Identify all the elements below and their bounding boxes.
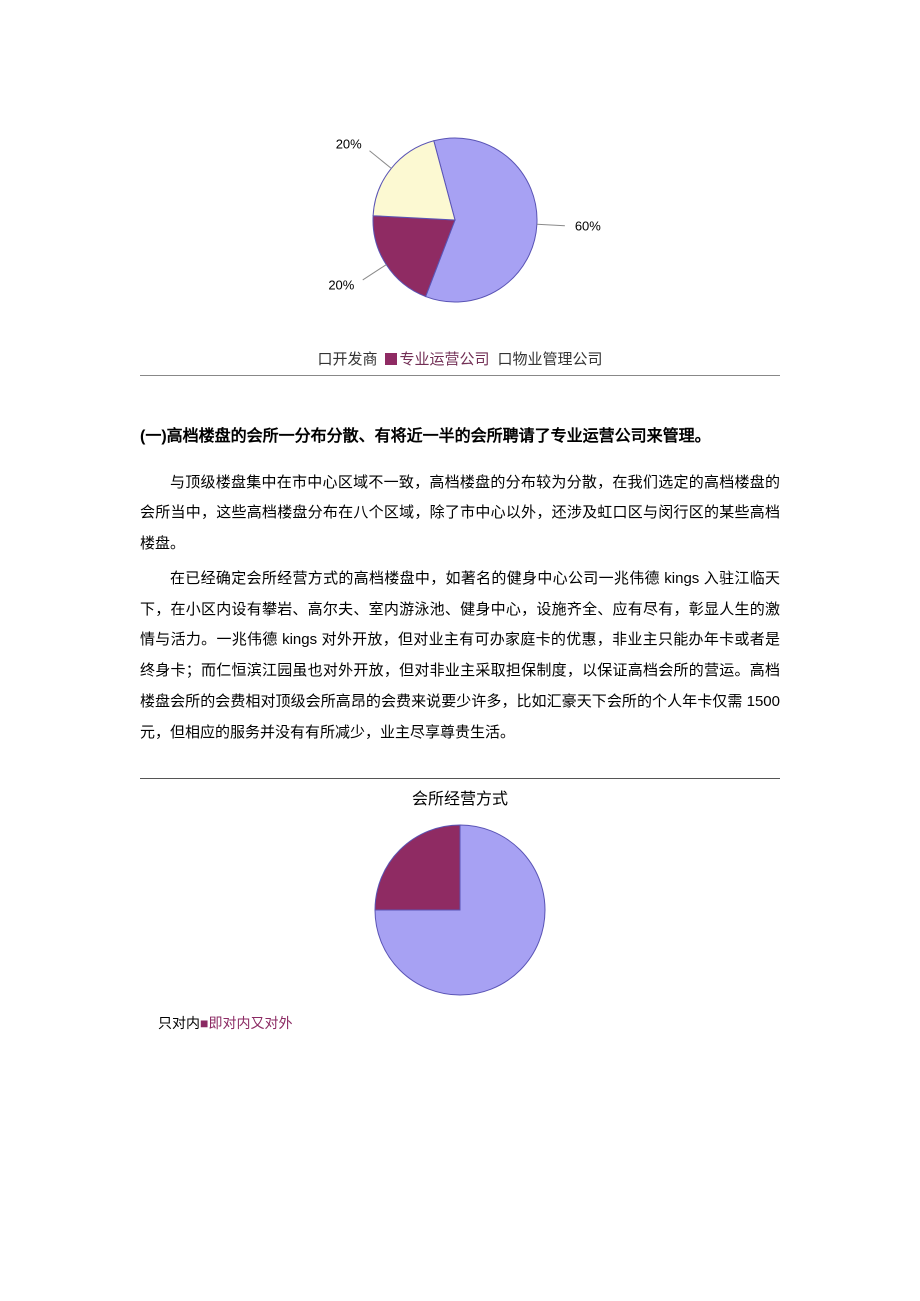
svg-text:60%: 60% xyxy=(575,218,601,233)
chart2-pie xyxy=(345,815,575,1005)
legend1-label-2: 物业管理公司 xyxy=(513,348,603,369)
legend2-inner: 只对内 xyxy=(158,1015,200,1031)
legend1-item-developer: 口 开发商 xyxy=(317,348,377,369)
legend1-label-1: 专业运营公司 xyxy=(399,348,489,369)
paragraph-2: 在已经确定会所经营方式的高档楼盘中，如著名的健身中心公司一兆伟德 kings 入… xyxy=(140,564,780,749)
chart2-title: 会所经营方式 xyxy=(140,785,780,809)
legend1-item-property: 口 物业管理公司 xyxy=(498,348,603,369)
legend1-mark-0: 口 xyxy=(317,348,332,369)
paragraph-1: 与顶级楼盘集中在市中心区域不一致，高档楼盘的分布较为分散，在我们选定的高档楼盘的… xyxy=(140,468,780,560)
svg-text:20%: 20% xyxy=(336,136,362,151)
chart1-legend: 口 开发商 专业运营公司 口 物业管理公司 xyxy=(140,348,780,376)
legend1-item-professional: 专业运营公司 xyxy=(385,348,489,369)
chart2-container: 会所经营方式 只对内■即对内又对外 xyxy=(140,778,780,1033)
svg-text:20%: 20% xyxy=(328,277,354,292)
legend1-label-0: 开发商 xyxy=(332,348,377,369)
section-title: (一)高档楼盘的会所一分布分散、有将近一半的会所聘请了专业运营公司来管理。 xyxy=(140,424,780,450)
legend1-mark-2: 口 xyxy=(498,348,513,369)
chart1-pie: 60% 20% 20% xyxy=(280,105,640,335)
chart1-container: 60% 20% 20% xyxy=(140,100,780,340)
chart2-legend: 只对内■即对内又对外 xyxy=(140,1013,780,1033)
legend2-both: 即对内又对外 xyxy=(208,1015,292,1031)
legend1-swatch-1 xyxy=(385,353,397,365)
